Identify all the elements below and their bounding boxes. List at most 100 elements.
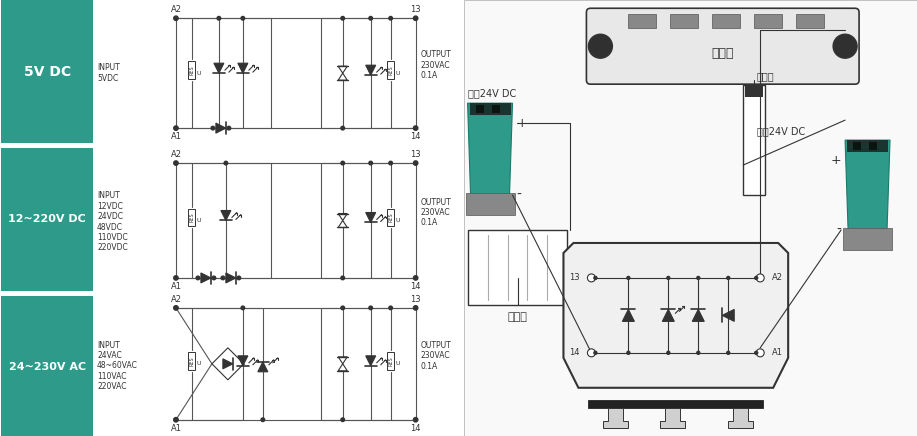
Text: INPUT
12VDC
24VDC
48VDC
110VDC
220VDC: INPUT 12VDC 24VDC 48VDC 110VDC 220VDC xyxy=(97,191,127,252)
Bar xyxy=(466,193,514,215)
Text: -: - xyxy=(836,223,841,237)
Text: 24~230V AC: 24~230V AC xyxy=(8,362,85,372)
Text: U: U xyxy=(197,71,202,76)
Bar xyxy=(464,0,917,436)
Bar xyxy=(492,105,500,113)
Circle shape xyxy=(341,418,345,422)
Polygon shape xyxy=(258,362,268,372)
Text: U: U xyxy=(197,361,202,366)
Text: 传感器: 传感器 xyxy=(757,71,774,81)
Circle shape xyxy=(221,276,225,280)
Circle shape xyxy=(414,161,418,165)
Polygon shape xyxy=(366,65,376,75)
Text: 控制器: 控制器 xyxy=(508,312,527,322)
Text: 14: 14 xyxy=(569,348,580,358)
Polygon shape xyxy=(221,211,231,221)
Circle shape xyxy=(241,306,245,310)
Text: U: U xyxy=(395,71,400,76)
Text: -: - xyxy=(516,188,522,202)
Text: RES: RES xyxy=(190,65,194,75)
Circle shape xyxy=(174,418,178,422)
Circle shape xyxy=(173,161,178,165)
Circle shape xyxy=(173,306,178,310)
Circle shape xyxy=(369,306,372,310)
Circle shape xyxy=(755,276,757,279)
Text: 12~220V DC: 12~220V DC xyxy=(8,215,86,225)
Bar xyxy=(743,85,765,195)
Circle shape xyxy=(414,418,418,422)
Bar xyxy=(387,61,394,79)
Text: RES: RES xyxy=(388,65,393,75)
Circle shape xyxy=(341,126,345,130)
Circle shape xyxy=(755,351,757,354)
Text: 13: 13 xyxy=(569,273,580,283)
Circle shape xyxy=(697,351,700,354)
Text: U: U xyxy=(395,361,400,366)
Polygon shape xyxy=(215,123,226,133)
Polygon shape xyxy=(728,408,753,428)
Circle shape xyxy=(588,274,595,282)
Circle shape xyxy=(594,351,597,354)
Text: RES: RES xyxy=(388,356,393,366)
Polygon shape xyxy=(238,63,248,73)
Circle shape xyxy=(414,16,418,20)
Circle shape xyxy=(174,306,178,310)
Circle shape xyxy=(589,34,613,58)
Polygon shape xyxy=(201,273,211,283)
Polygon shape xyxy=(468,103,513,195)
Bar xyxy=(589,400,763,408)
Circle shape xyxy=(196,276,200,280)
Bar xyxy=(847,140,888,152)
Circle shape xyxy=(389,306,392,310)
Text: A1: A1 xyxy=(171,424,182,433)
Bar xyxy=(188,352,195,370)
Bar xyxy=(321,308,415,420)
Circle shape xyxy=(341,161,345,165)
Polygon shape xyxy=(662,310,674,321)
Circle shape xyxy=(261,418,265,422)
Bar xyxy=(321,163,415,278)
Circle shape xyxy=(341,306,345,310)
Text: 14: 14 xyxy=(411,282,421,291)
Circle shape xyxy=(341,17,345,20)
Bar xyxy=(476,105,483,113)
Text: U: U xyxy=(197,218,202,223)
Circle shape xyxy=(627,351,630,354)
Circle shape xyxy=(241,17,245,20)
Bar xyxy=(321,18,415,128)
Polygon shape xyxy=(845,140,890,230)
Text: A2: A2 xyxy=(772,273,783,283)
Polygon shape xyxy=(223,359,233,369)
Bar xyxy=(796,14,824,28)
Circle shape xyxy=(212,276,215,280)
Text: 13: 13 xyxy=(410,295,421,304)
Text: INPUT
5VDC: INPUT 5VDC xyxy=(97,64,120,83)
Bar xyxy=(468,230,568,305)
Bar xyxy=(176,18,271,128)
Circle shape xyxy=(667,276,669,279)
Circle shape xyxy=(627,276,630,279)
Text: RES: RES xyxy=(190,213,194,222)
Text: RES: RES xyxy=(190,356,194,366)
Bar xyxy=(1,0,93,143)
Text: OUTPUT
230VAC
0.1A: OUTPUT 230VAC 0.1A xyxy=(421,341,451,371)
Text: 13: 13 xyxy=(410,5,421,14)
Bar xyxy=(188,61,195,79)
Polygon shape xyxy=(563,243,789,388)
Circle shape xyxy=(414,306,418,310)
Circle shape xyxy=(588,349,595,357)
Text: U: U xyxy=(395,218,400,223)
Polygon shape xyxy=(366,356,376,366)
Polygon shape xyxy=(603,408,628,428)
Text: RES: RES xyxy=(388,213,393,222)
Circle shape xyxy=(173,16,178,20)
Text: OUTPUT
230VAC
0.1A: OUTPUT 230VAC 0.1A xyxy=(421,50,451,80)
Bar xyxy=(869,142,877,150)
Text: 传送带: 传送带 xyxy=(712,47,734,59)
Circle shape xyxy=(414,126,418,130)
Bar xyxy=(843,228,892,250)
Text: +: + xyxy=(516,116,527,129)
Text: +: + xyxy=(831,153,841,167)
Polygon shape xyxy=(623,310,635,321)
Circle shape xyxy=(757,274,764,282)
